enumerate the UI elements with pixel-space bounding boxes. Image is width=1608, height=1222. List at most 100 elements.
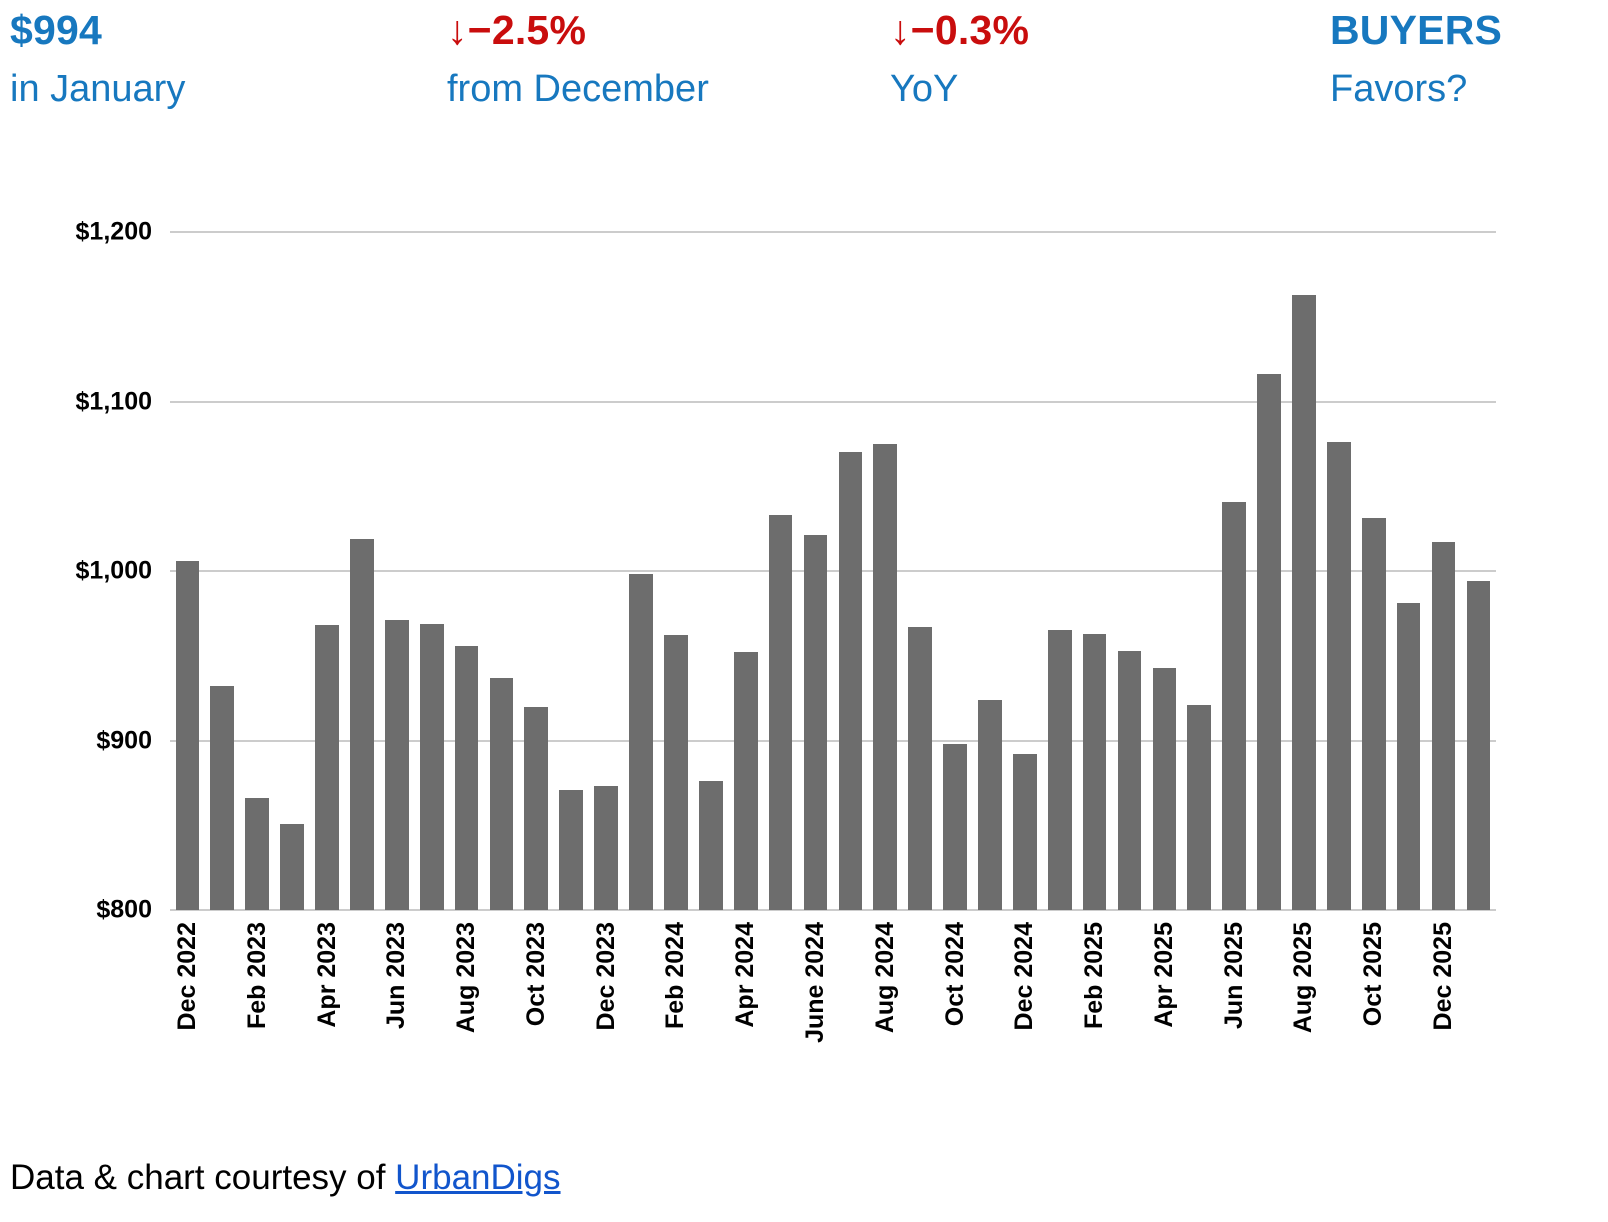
bar-slot bbox=[1182, 232, 1217, 910]
x-axis-tick-label: Dec 2025 bbox=[1429, 922, 1457, 1031]
x-slot: Dec 2022 bbox=[170, 922, 205, 1097]
x-slot: Apr 2024 bbox=[728, 922, 763, 1097]
bar-slot bbox=[938, 232, 973, 910]
x-axis-tick-label: June 2024 bbox=[800, 922, 829, 1043]
bar bbox=[698, 781, 723, 910]
bar-slot bbox=[868, 232, 903, 910]
bar-slot bbox=[240, 232, 275, 910]
stat-yoy-change-value: ↓−0.3% bbox=[890, 7, 1030, 53]
bar bbox=[943, 743, 967, 910]
plot-area bbox=[170, 231, 1496, 911]
x-axis-tick-label: Oct 2024 bbox=[940, 922, 969, 1027]
x-slot: June 2024 bbox=[798, 922, 833, 1097]
x-slot: Jun 2025 bbox=[1217, 922, 1252, 1097]
x-slot bbox=[344, 922, 379, 1097]
bar bbox=[1012, 754, 1037, 910]
x-axis-tick-label: Oct 2025 bbox=[1359, 922, 1388, 1027]
bar-slot bbox=[1112, 232, 1147, 910]
stat-market-favor-value: BUYERS bbox=[1330, 7, 1503, 53]
x-axis-tick-label: Feb 2025 bbox=[1080, 922, 1109, 1030]
bar bbox=[1047, 630, 1072, 910]
bar-slot bbox=[1042, 232, 1077, 910]
bar bbox=[768, 515, 793, 910]
x-slot bbox=[484, 922, 519, 1097]
bar-slot bbox=[414, 232, 449, 910]
bar bbox=[1396, 603, 1421, 910]
bar bbox=[175, 560, 200, 910]
stat-january-price-value: $994 bbox=[10, 7, 103, 53]
stat-mom-change: ↓−2.5% from December bbox=[447, 6, 709, 113]
bar-slot bbox=[1147, 232, 1182, 910]
bar-slot bbox=[170, 232, 205, 910]
bar-slot bbox=[379, 232, 414, 910]
y-axis-tick-label: $1,200 bbox=[75, 217, 152, 246]
bar-slot bbox=[1391, 232, 1426, 910]
x-slot: Dec 2025 bbox=[1426, 922, 1461, 1097]
bar-slot bbox=[1426, 232, 1461, 910]
bar-slot bbox=[554, 232, 589, 910]
x-slot bbox=[205, 922, 240, 1097]
bar-slot bbox=[972, 232, 1007, 910]
x-slot: Jun 2023 bbox=[379, 922, 414, 1097]
urbandigs-link[interactable]: UrbanDigs bbox=[395, 1158, 561, 1197]
y-axis-tick-label: $1,100 bbox=[75, 387, 152, 415]
bar bbox=[838, 452, 863, 910]
gridline bbox=[170, 570, 1496, 572]
bar-slot bbox=[1287, 232, 1322, 910]
bar bbox=[1187, 704, 1212, 910]
footer-credit: Data & chart courtesy of UrbanDigs bbox=[10, 1158, 561, 1198]
x-axis-tick-label: Apr 2024 bbox=[731, 922, 760, 1028]
x-axis-tick-label: Dec 2024 bbox=[1010, 922, 1039, 1031]
bar bbox=[1466, 581, 1491, 910]
price-bar-chart: $800 $900 $1,000 $1,100 $1,200 Dec 2022 Feb 2… bbox=[0, 218, 1608, 1092]
bar bbox=[350, 538, 374, 910]
x-axis-tick-label: Oct 2023 bbox=[521, 922, 550, 1027]
x-axis-tick-label: Jun 2025 bbox=[1219, 922, 1248, 1030]
stat-market-favor-label: Favors? bbox=[1330, 68, 1468, 111]
bar-slot bbox=[310, 232, 345, 910]
x-slot: Dec 2024 bbox=[1007, 922, 1042, 1097]
bar bbox=[629, 574, 653, 910]
x-slot: Apr 2023 bbox=[310, 922, 345, 1097]
bar bbox=[664, 635, 688, 910]
stat-market-favor: BUYERS Favors? bbox=[1330, 6, 1502, 113]
stat-yoy-change-label: YoY bbox=[890, 68, 959, 111]
x-slot bbox=[693, 922, 728, 1097]
bar bbox=[1222, 501, 1247, 910]
bar bbox=[1257, 374, 1281, 910]
bar bbox=[733, 652, 758, 910]
bar-slot bbox=[763, 232, 798, 910]
bar-slot bbox=[658, 232, 693, 910]
x-slot: Feb 2025 bbox=[1077, 922, 1112, 1097]
x-axis-tick-label: Jun 2023 bbox=[382, 922, 411, 1030]
bar bbox=[1326, 442, 1351, 910]
bar-slot bbox=[1252, 232, 1287, 910]
bar-slot bbox=[519, 232, 554, 910]
x-axis-labels: Dec 2022 Feb 2023 Apr 2023 Jun 2023 Aug 2023… bbox=[170, 922, 1496, 1097]
x-slot bbox=[414, 922, 449, 1097]
bar-slot bbox=[1077, 232, 1112, 910]
bar-slot bbox=[1321, 232, 1356, 910]
x-slot bbox=[1321, 922, 1356, 1097]
gridline bbox=[170, 231, 1496, 233]
bar-slot bbox=[693, 232, 728, 910]
bar-slot bbox=[344, 232, 379, 910]
x-slot: Dec 2023 bbox=[589, 922, 624, 1097]
bar bbox=[803, 535, 828, 910]
x-slot: Aug 2023 bbox=[449, 922, 484, 1097]
x-slot bbox=[624, 922, 659, 1097]
x-axis-tick-label: Dec 2022 bbox=[172, 922, 201, 1031]
stat-yoy-change: ↓−0.3% YoY bbox=[890, 6, 1029, 113]
x-slot bbox=[972, 922, 1007, 1097]
x-slot bbox=[763, 922, 798, 1097]
y-axis-tick-label: $900 bbox=[96, 726, 152, 754]
bar-slot bbox=[624, 232, 659, 910]
bar bbox=[559, 789, 584, 910]
bar-slot bbox=[589, 232, 624, 910]
x-slot bbox=[1042, 922, 1077, 1097]
bar-slot bbox=[449, 232, 484, 910]
x-slot bbox=[903, 922, 938, 1097]
bar-slot bbox=[1217, 232, 1252, 910]
bar bbox=[1082, 633, 1107, 910]
x-axis-tick-label: Aug 2023 bbox=[452, 922, 481, 1034]
